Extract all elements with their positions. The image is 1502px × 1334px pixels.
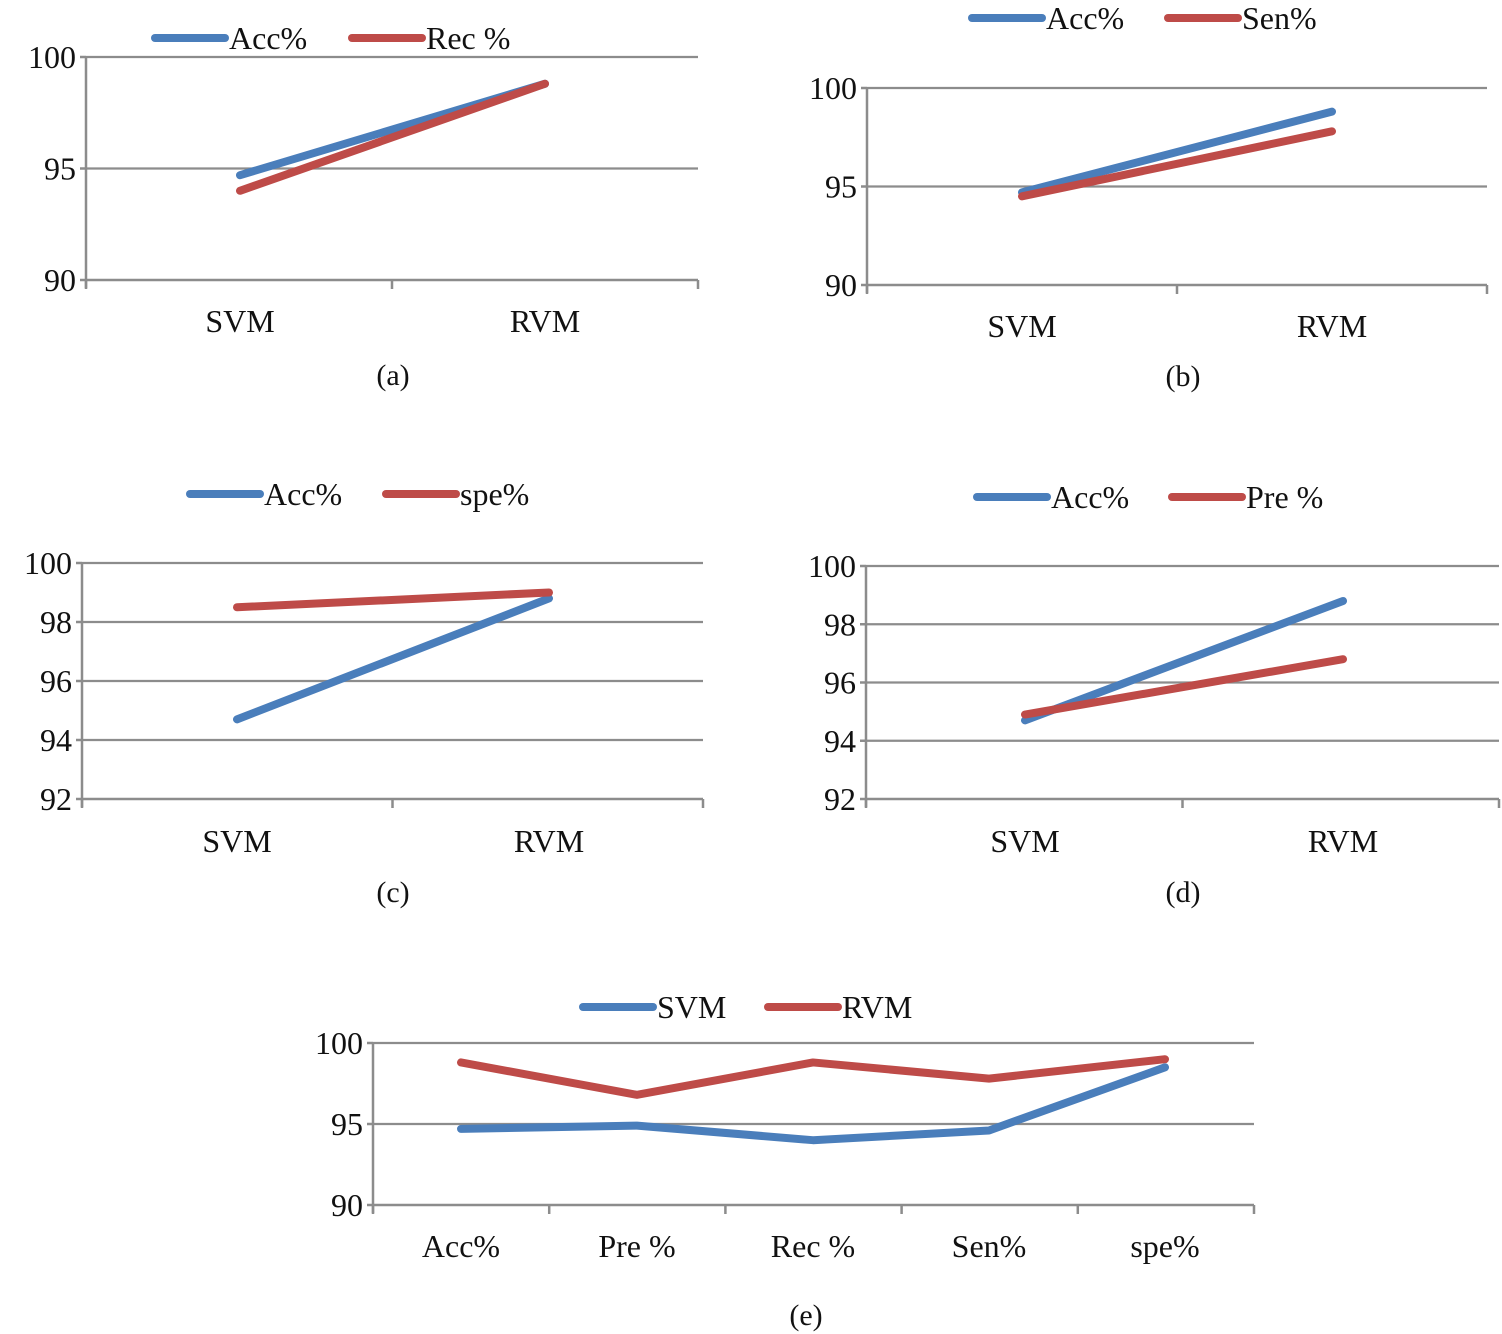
legend-label: Acc% (229, 20, 307, 56)
chart-d: 92 94 96 98 100 SVM RVM Acc% Pre % (d) (808, 479, 1501, 909)
y-tick-label: 92 (40, 781, 72, 817)
y-tick-label: 92 (824, 781, 856, 817)
series-line-acc (233, 594, 553, 724)
x-category-label: SVM (990, 823, 1059, 859)
y-tick-label: 100 (809, 70, 857, 106)
subfigure-caption: (d) (1166, 876, 1201, 909)
y-tick-label: 94 (40, 722, 72, 758)
y-tick-label: 98 (40, 604, 72, 640)
subfigure-caption: (c) (376, 876, 409, 909)
chart-e: 90 95 100 Acc% Pre % Rec % Sen% spe% SVM RVM (e) (315, 989, 1256, 1332)
x-category-label: RVM (510, 303, 580, 339)
legend-label: Acc% (264, 476, 342, 512)
legend-label: Rec % (426, 20, 510, 56)
y-tick-label: 95 (331, 1106, 363, 1142)
y-tick-label: 90 (825, 267, 857, 303)
x-category-label: Pre % (598, 1228, 675, 1264)
x-category-label: RVM (514, 823, 584, 859)
series-line-acc (1018, 107, 1336, 197)
y-tick-label: 90 (331, 1187, 363, 1223)
x-category-label: spe% (1130, 1228, 1199, 1264)
chart-c: 92 94 96 98 100 SVM RVM Acc% spe% (c) (24, 476, 705, 909)
subfigure-caption: (e) (789, 1299, 822, 1332)
series-line-pre (1021, 655, 1347, 719)
legend-label: RVM (842, 989, 912, 1025)
series-line-spe (233, 588, 553, 612)
subfigure-caption: (b) (1166, 360, 1201, 393)
y-tick-label: 95 (44, 151, 76, 187)
x-category-label: Acc% (422, 1228, 500, 1264)
x-category-label: RVM (1308, 823, 1378, 859)
y-tick-label: 96 (824, 665, 856, 701)
y-tick-label: 96 (40, 663, 72, 699)
legend-label: Acc% (1046, 0, 1124, 36)
legend-label: spe% (460, 476, 529, 512)
series-line-acc (1021, 596, 1347, 725)
y-tick-label: 100 (24, 545, 72, 581)
series-line-rec (236, 79, 549, 195)
y-tick-label: 95 (825, 169, 857, 205)
y-tick-label: 90 (44, 262, 76, 298)
y-tick-label: 100 (315, 1025, 363, 1061)
x-category-label: Sen% (952, 1228, 1027, 1264)
legend-label: Acc% (1051, 479, 1129, 515)
legend-label: Pre % (1246, 479, 1323, 515)
series-line-sen (1018, 127, 1336, 201)
x-category-label: Rec % (771, 1228, 855, 1264)
series-line-svm (457, 1063, 1169, 1145)
chart-a: 90 95 100 SVM RVM Acc% Rec % (a) (28, 20, 700, 392)
y-tick-label: 100 (808, 548, 856, 584)
y-tick-label: 94 (824, 723, 856, 759)
x-category-label: SVM (987, 308, 1056, 344)
x-category-label: SVM (205, 303, 274, 339)
series-line-rvm (457, 1055, 1169, 1099)
legend-label: Sen% (1242, 0, 1317, 36)
chart-b: 90 95 100 SVM RVM Acc% Sen% (b) (809, 0, 1489, 393)
x-category-label: SVM (202, 823, 271, 859)
x-category-label: RVM (1297, 308, 1367, 344)
legend-label: SVM (657, 989, 726, 1025)
y-tick-label: 98 (824, 606, 856, 642)
subfigure-caption: (a) (376, 359, 409, 392)
y-tick-label: 100 (28, 39, 76, 75)
